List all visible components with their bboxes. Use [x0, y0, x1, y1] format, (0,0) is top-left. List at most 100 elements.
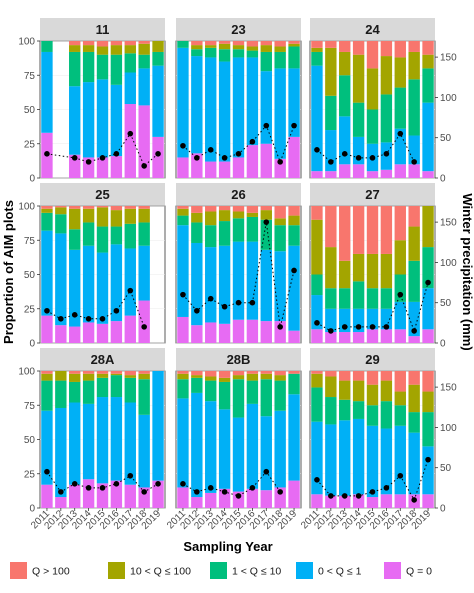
precip-point [113, 151, 120, 157]
bar-segment [218, 206, 231, 211]
precip-point [71, 155, 78, 161]
bar-segment [218, 43, 231, 50]
bar-segment [352, 164, 365, 178]
bar-segment [232, 57, 245, 158]
bar-segment [96, 483, 109, 508]
bar-segment [232, 49, 245, 58]
facet-strip-label: 26 [231, 187, 245, 202]
bar-segment [218, 161, 231, 178]
bar-segment [69, 208, 81, 230]
bar-segment [339, 51, 351, 76]
bar-segment [311, 171, 323, 178]
panel-24: 24 [309, 18, 436, 179]
bar-segment [408, 371, 420, 385]
panel-29: 29 [309, 348, 436, 509]
bar-segment [205, 57, 217, 162]
bar-segment [408, 206, 420, 227]
panel-23: 23 [175, 18, 302, 179]
bar-segment [124, 206, 136, 209]
legend-entry: 10 < Q ≤ 100 [108, 562, 191, 579]
legend-swatch [210, 562, 227, 579]
bar-segment [394, 240, 406, 275]
bar-segment [288, 373, 300, 395]
bar-segment [274, 68, 286, 159]
bar-segment [96, 46, 109, 55]
facet-strip-bg [40, 183, 165, 206]
bar-segment [138, 245, 150, 301]
bar-segment [366, 171, 379, 178]
bar-segment [380, 56, 393, 95]
bar-segment [260, 143, 272, 178]
bar-segment [246, 488, 259, 508]
bar-segment [82, 479, 95, 508]
facet-strip-label: 28B [227, 352, 251, 367]
bar-segment [325, 332, 337, 343]
bar-segment [177, 487, 189, 508]
bar-segment [246, 241, 259, 320]
facet-strip-bg [176, 18, 301, 41]
bar-segment [246, 57, 259, 146]
y-left-tick-label: 50 [24, 270, 36, 281]
bar-segment [218, 41, 231, 44]
bar-segment [366, 425, 379, 498]
bar-segment [325, 247, 337, 289]
bar-segment [352, 308, 365, 333]
precip-point [58, 489, 64, 495]
panel-26: 26 [175, 183, 302, 344]
bar-segment [205, 492, 217, 508]
precip-point [263, 122, 270, 129]
bar-segment [69, 229, 81, 250]
bar-segment [110, 226, 123, 245]
bar-segment [124, 104, 136, 178]
bar-segment [394, 405, 406, 426]
bar-segment [177, 371, 189, 374]
precip-point [44, 151, 50, 157]
bar-segment [394, 494, 406, 508]
facet-strip-label: 11 [96, 22, 110, 37]
bar-segment [41, 373, 53, 381]
precip-line [182, 222, 295, 328]
precip-point [141, 489, 147, 495]
bar-segment [177, 316, 189, 343]
bar-segment [288, 68, 300, 137]
bar-segment [246, 206, 259, 213]
bar-segment [380, 401, 393, 429]
bar-segment [274, 380, 286, 411]
bar-segment [218, 381, 231, 410]
bar-segment [288, 215, 300, 226]
bar-segment [41, 484, 53, 508]
bar-segment [260, 490, 272, 508]
facet-strip-bg [310, 18, 435, 41]
bar-segment [380, 380, 393, 402]
precip-point [355, 493, 362, 499]
y-right-tick-label: 0 [440, 504, 446, 515]
bar-segment [218, 221, 231, 246]
precip-point [383, 151, 390, 157]
bar-segment [41, 212, 53, 231]
precip-point [314, 476, 320, 483]
bar-segment [408, 41, 420, 52]
bar-segment [352, 206, 365, 254]
bar-segment [311, 274, 323, 296]
facet-strip-label: 24 [365, 22, 380, 37]
bar-segment [55, 407, 67, 498]
bar-segment [274, 158, 286, 178]
bar-segment [55, 214, 67, 234]
bar-segment [191, 49, 203, 57]
precip-line [46, 132, 159, 167]
bar-segment [288, 245, 300, 331]
bar-segment [352, 401, 365, 419]
bar-segment [311, 421, 323, 495]
bar-segment [110, 156, 123, 178]
precip-point [141, 163, 147, 169]
bar-segment [232, 371, 245, 376]
bar-segment [124, 72, 136, 105]
bar-segment [352, 41, 365, 55]
bar-segment [138, 208, 150, 223]
bar-segment [325, 95, 337, 131]
bar-segment [380, 94, 393, 143]
bar-segment [69, 51, 81, 87]
y-right-tick-label: 50 [440, 133, 452, 144]
bar-segment [41, 41, 53, 52]
bar-segment [138, 54, 150, 69]
